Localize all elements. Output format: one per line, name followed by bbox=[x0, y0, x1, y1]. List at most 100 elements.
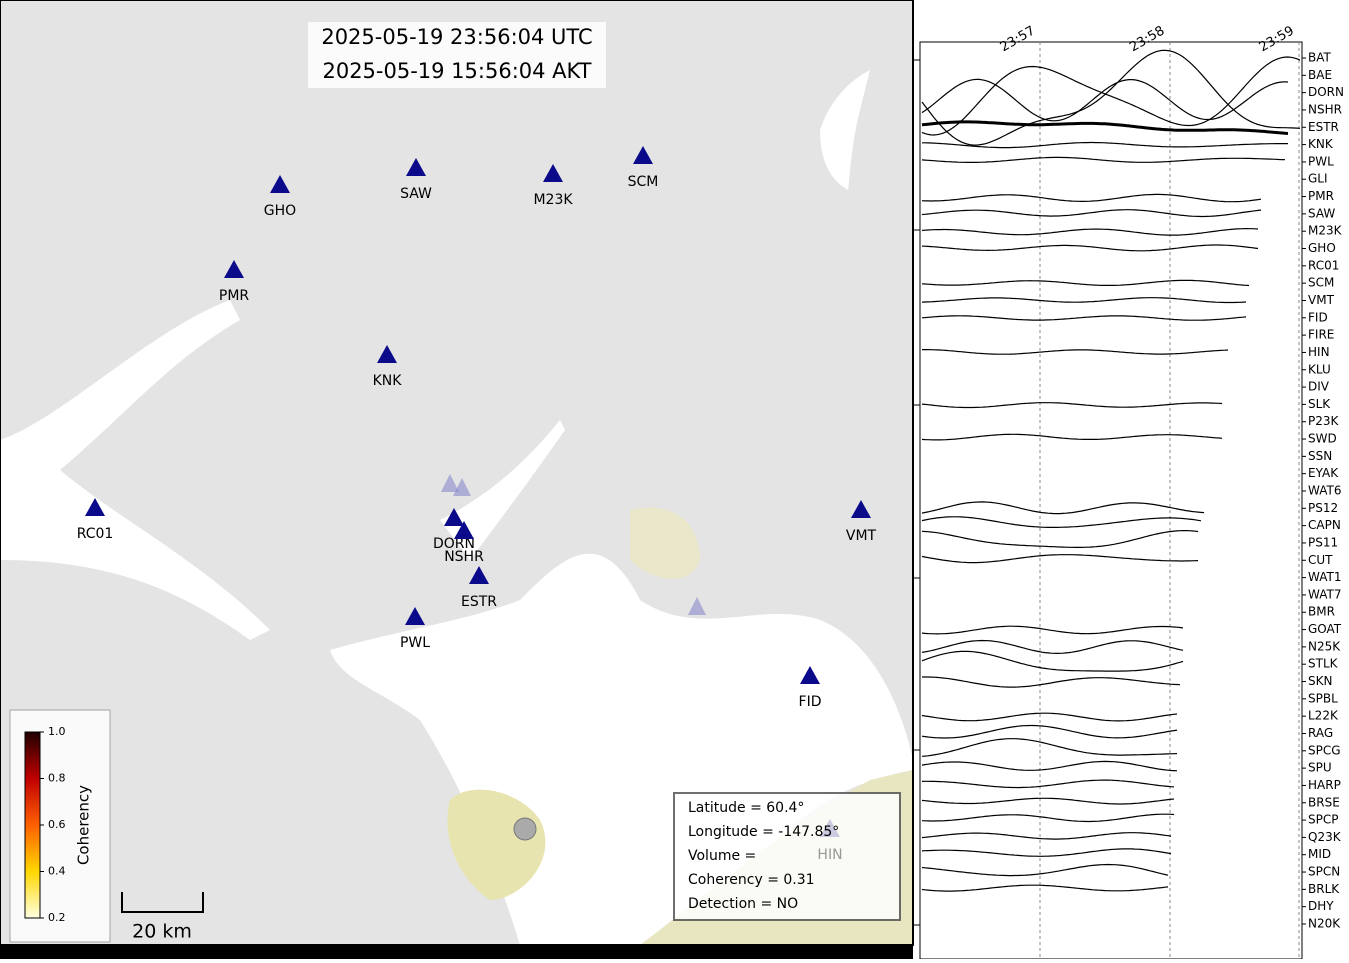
bottom-bar bbox=[0, 945, 913, 959]
trace-station: PS12 bbox=[1308, 501, 1338, 515]
station-faded bbox=[441, 474, 459, 492]
trace-station: GOAT bbox=[1308, 622, 1342, 636]
waveform bbox=[922, 676, 1181, 688]
station-marker bbox=[405, 607, 425, 625]
trace-station: SPCP bbox=[1308, 813, 1338, 827]
colorbar-tick-label: 1.0 bbox=[48, 725, 66, 738]
station-label: ESTR bbox=[461, 594, 497, 610]
waveform bbox=[921, 244, 1259, 252]
trace-station: SWD bbox=[1308, 432, 1337, 446]
station-marker bbox=[377, 345, 397, 363]
trace-station: CUT bbox=[1308, 553, 1333, 567]
station-label: RC01 bbox=[77, 526, 114, 542]
waveform bbox=[921, 530, 1199, 548]
trace-station: N25K bbox=[1308, 639, 1341, 653]
trace-station: FIRE bbox=[1308, 328, 1334, 342]
waveform bbox=[921, 156, 1286, 163]
trace-station: NSHR bbox=[1308, 102, 1342, 116]
time-box bbox=[308, 22, 606, 88]
trace-station: PWL bbox=[1308, 154, 1334, 168]
waveform bbox=[921, 738, 1178, 757]
waveform bbox=[921, 193, 1262, 203]
trace-station: VMT bbox=[1308, 293, 1335, 307]
trace-station: WAT7 bbox=[1308, 587, 1341, 601]
waveform bbox=[921, 848, 1172, 857]
waveform bbox=[921, 227, 1259, 236]
trace-station: SPU bbox=[1308, 761, 1332, 775]
waveform bbox=[922, 349, 1229, 355]
trace-station: DORN bbox=[1308, 85, 1344, 99]
trace-station: P23K bbox=[1308, 414, 1340, 428]
info-line: Longitude = -147.85° bbox=[688, 824, 839, 840]
waveform bbox=[921, 279, 1250, 287]
station-label: M23K bbox=[533, 192, 573, 208]
waveform bbox=[921, 209, 1262, 218]
trace-station: EYAK bbox=[1308, 466, 1339, 480]
trace-station: SPCG bbox=[1308, 743, 1341, 757]
trace-station: BRLK bbox=[1308, 882, 1340, 896]
trace-station: RC01 bbox=[1308, 258, 1339, 272]
trace-station: FID bbox=[1308, 310, 1328, 324]
trace-station: SSN bbox=[1308, 449, 1332, 463]
waveform bbox=[921, 760, 1178, 772]
trace-station: Q23K bbox=[1308, 830, 1342, 844]
trace-station: HARP bbox=[1308, 778, 1341, 792]
trace-station: WAT6 bbox=[1308, 484, 1341, 498]
waveform bbox=[921, 501, 1205, 515]
station-label: FID bbox=[799, 694, 822, 710]
trace-station: RAG bbox=[1308, 726, 1333, 740]
info-box bbox=[673, 792, 901, 921]
trace-station: BRSE bbox=[1308, 795, 1340, 809]
waveform bbox=[921, 639, 1184, 655]
waveform bbox=[921, 863, 1169, 877]
waveform bbox=[921, 650, 1184, 672]
waveform bbox=[921, 724, 1178, 739]
scale-line bbox=[121, 892, 204, 913]
trace-station: SCM bbox=[1308, 276, 1334, 290]
station-label: PMR bbox=[219, 288, 250, 304]
trace-station: SLK bbox=[1308, 397, 1331, 411]
waveform bbox=[921, 554, 1199, 564]
station-label: HIN bbox=[817, 847, 842, 863]
trace-station: KNK bbox=[1308, 137, 1334, 151]
trace-station: PMR bbox=[1308, 189, 1334, 203]
trace-station: DIV bbox=[1308, 380, 1330, 394]
station-faded bbox=[453, 478, 471, 496]
station-marker bbox=[851, 500, 871, 518]
trace-station: M23K bbox=[1308, 224, 1343, 238]
station-marker bbox=[469, 566, 489, 584]
trace-station: GHO bbox=[1308, 241, 1336, 255]
trace-station: DHY bbox=[1308, 899, 1334, 913]
info-line: Detection = NO bbox=[688, 896, 798, 912]
station-label: GHO bbox=[264, 203, 296, 219]
waveform bbox=[921, 297, 1247, 304]
trace-frame bbox=[919, 41, 1303, 960]
station-marker bbox=[406, 158, 426, 176]
trace-station: SAW bbox=[1308, 206, 1335, 220]
waveform bbox=[921, 712, 1178, 722]
waveform bbox=[921, 315, 1247, 321]
station-faded bbox=[688, 597, 706, 615]
waveform bbox=[921, 884, 1169, 892]
trace-station: HIN bbox=[1308, 345, 1330, 359]
waveform bbox=[921, 625, 1184, 635]
info-line: Volume = bbox=[688, 848, 756, 864]
highlight bbox=[630, 507, 700, 579]
local-time: 2025-05-19 15:56:04 AKT bbox=[322, 59, 591, 83]
station-marker bbox=[820, 819, 840, 837]
trace-station: L22K bbox=[1308, 709, 1339, 723]
waveform bbox=[921, 402, 1223, 409]
trace-station: BAE bbox=[1308, 68, 1332, 82]
waveform bbox=[921, 433, 1223, 441]
trace-station: SPCN bbox=[1308, 865, 1340, 879]
trace-station: MID bbox=[1308, 847, 1331, 861]
utc-time: 2025-05-19 23:56:04 UTC bbox=[321, 25, 592, 49]
waveform bbox=[921, 120, 1289, 135]
water bbox=[820, 70, 870, 190]
trace-station: ESTR bbox=[1308, 120, 1339, 134]
colorbar-legend: Coherency bbox=[9, 709, 111, 943]
waveform bbox=[921, 779, 1175, 789]
waveform bbox=[921, 56, 1301, 136]
colorbar-tick-label: 0.4 bbox=[48, 865, 66, 878]
